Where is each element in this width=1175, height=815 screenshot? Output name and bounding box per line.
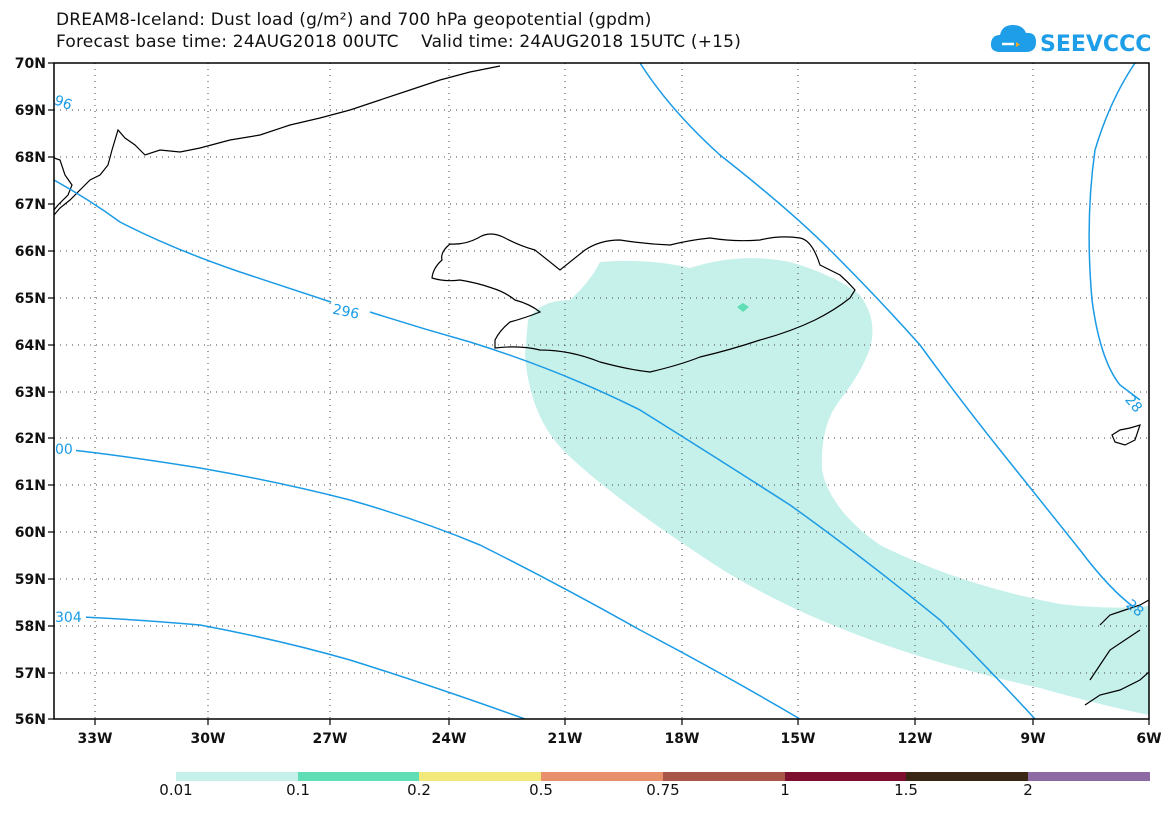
- lon-label: 30W: [191, 731, 226, 747]
- lat-label: 65N: [15, 291, 46, 307]
- colorbar: [176, 772, 1150, 781]
- contour-300: [54, 447, 801, 719]
- contour-label-296: 296: [331, 302, 361, 323]
- colorbar-segment: [906, 772, 1028, 781]
- dust-load-area: [525, 258, 1149, 715]
- lon-label: 33W: [78, 731, 113, 747]
- longitude-labels: 33W 30W 27W 24W 21W 18W 15W 12W 9W 6W: [78, 731, 1162, 747]
- lon-label: 18W: [665, 731, 700, 747]
- colorbar-label: 1.5: [894, 781, 918, 799]
- contour-label-304: 304: [55, 610, 82, 626]
- map-title: DREAM8-Iceland: Dust load (g/m²) and 700…: [56, 10, 652, 30]
- colorbar-label: 0.01: [159, 781, 193, 799]
- coastline: [54, 65, 1149, 706]
- lat-label: 62N: [15, 431, 46, 447]
- geopotential-contours: [54, 63, 1141, 719]
- lat-label: 58N: [15, 619, 46, 635]
- lat-label: 57N: [15, 666, 46, 682]
- latitude-labels: 70N 69N 68N 67N 66N 65N 64N 63N 62N 61N …: [15, 56, 46, 728]
- colorbar-segment: [298, 772, 419, 781]
- colorbar-label: 2: [1023, 781, 1033, 799]
- greenland-coast-west: [54, 157, 73, 211]
- forecast-time-subtitle: Forecast base time: 24AUG2018 00UTC Vali…: [56, 32, 742, 52]
- colorbar-segment: [176, 772, 298, 781]
- lat-label: 59N: [15, 572, 46, 588]
- lat-label: 60N: [15, 525, 46, 541]
- lon-label: 21W: [548, 731, 583, 747]
- lon-label: 24W: [432, 731, 467, 747]
- graticule: [54, 63, 1149, 719]
- lat-label: 56N: [15, 712, 46, 728]
- lat-label: 68N: [15, 150, 46, 166]
- seevccc-logo: SEEVCCC: [990, 20, 1160, 60]
- cloud-icon: [990, 25, 1036, 52]
- map-frame: [53, 62, 1150, 720]
- contour-right-edge: [1088, 63, 1141, 401]
- colorbar-segment: [785, 772, 906, 781]
- lon-label: 15W: [781, 731, 816, 747]
- lon-label: 12W: [898, 731, 933, 747]
- lat-label: 69N: [15, 103, 46, 119]
- colorbar-label: 1: [780, 781, 790, 799]
- contour-upper-right: [639, 63, 1136, 609]
- lat-label: 64N: [15, 338, 46, 354]
- lat-label: 66N: [15, 244, 46, 260]
- lat-label: 61N: [15, 478, 46, 494]
- colorbar-label: 0.75: [646, 781, 680, 799]
- lon-label: 27W: [313, 731, 348, 747]
- colorbar-segment: [663, 772, 785, 781]
- colorbar-segment: [541, 772, 663, 781]
- faroe-islands: [1111, 424, 1141, 446]
- axis-ticks: [48, 62, 1150, 725]
- lon-label: 6W: [1136, 731, 1161, 747]
- contour-296: [54, 179, 1036, 719]
- colorbar-segment: [419, 772, 541, 781]
- lat-label: 67N: [15, 197, 46, 213]
- scotland-coast: [1084, 599, 1149, 706]
- contour-304: [54, 615, 526, 719]
- iceland-coast: [431, 233, 856, 373]
- contour-label-96: 96: [52, 93, 74, 114]
- contour-labels: 296 96 00 304 28 28: [52, 93, 1147, 626]
- lat-label: 63N: [15, 385, 46, 401]
- colorbar-segment: [1028, 772, 1150, 781]
- contour-label-28-upper: 28: [1121, 392, 1145, 416]
- logo-text: SEEVCCC: [1040, 32, 1151, 57]
- colorbar-label: 0.2: [407, 781, 431, 799]
- lat-label: 70N: [15, 56, 46, 72]
- greenland-coast: [54, 65, 501, 216]
- contour-label-00: 00: [55, 442, 73, 458]
- colorbar-label: 0.5: [529, 781, 553, 799]
- lon-label: 9W: [1020, 731, 1045, 747]
- colorbar-label: 0.1: [286, 781, 310, 799]
